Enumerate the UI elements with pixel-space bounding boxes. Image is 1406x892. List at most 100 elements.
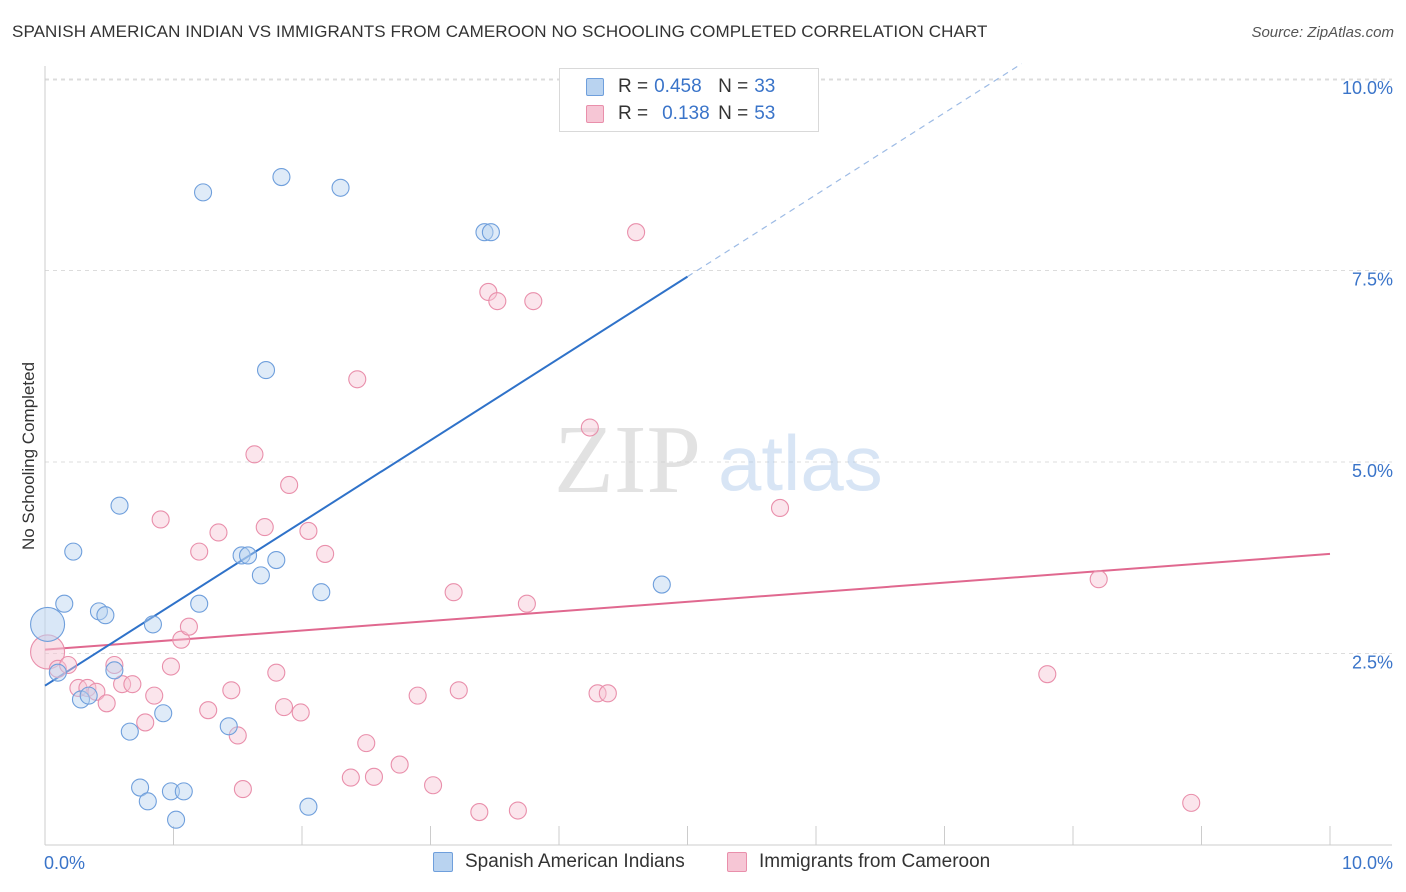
source-credit: Source: ZipAtlas.com: [1251, 24, 1394, 41]
points-layer: [30, 167, 1201, 829]
data-point-immigrants-from-cameroon: [245, 445, 264, 464]
watermark: ZIP atlas: [554, 406, 883, 514]
legend-n-value: 53: [754, 103, 776, 124]
data-point-immigrants-from-cameroon: [470, 803, 489, 822]
data-point-immigrants-from-cameroon: [488, 292, 507, 311]
data-point-spanish-american-indians: [174, 782, 193, 801]
data-point-immigrants-from-cameroon: [78, 678, 97, 698]
legend-r-label: R =: [618, 76, 649, 97]
data-point-immigrants-from-cameroon: [508, 801, 527, 820]
data-point-immigrants-from-cameroon: [524, 292, 543, 311]
grid-layer: [45, 78, 1392, 654]
legend-r-label: R =: [618, 103, 649, 124]
data-point-immigrants-from-cameroon: [580, 418, 599, 437]
data-point-immigrants-from-cameroon: [408, 686, 427, 705]
data-point-spanish-american-indians: [131, 778, 150, 797]
data-point-immigrants-from-cameroon: [179, 617, 198, 636]
data-point-immigrants-from-cameroon: [291, 703, 310, 722]
trend-line-spanish-american-indians: [44, 275, 689, 687]
legend-row-immigrants-from-cameroon: R = 0.138 N = 53: [586, 102, 775, 126]
data-point-spanish-american-indians: [256, 361, 276, 380]
data-point-immigrants-from-cameroon: [390, 755, 409, 774]
y-tick-label: 7.5%: [1352, 270, 1393, 290]
data-point-immigrants-from-cameroon: [233, 780, 252, 799]
x-tick-label: 0.0%: [44, 853, 85, 873]
data-point-immigrants-from-cameroon: [209, 523, 228, 542]
data-point-spanish-american-indians: [48, 663, 67, 682]
legend-n-label: N =: [718, 76, 749, 97]
series-legend-item-immigrants-from-cameroon[interactable]: Immigrants from Cameroon: [727, 851, 990, 873]
data-point-immigrants-from-cameroon: [136, 713, 155, 732]
data-point-immigrants-from-cameroon: [113, 675, 132, 694]
data-point-spanish-american-indians: [79, 686, 98, 705]
data-point-immigrants-from-cameroon: [1182, 793, 1201, 812]
data-point-spanish-american-indians: [272, 167, 291, 187]
data-point-spanish-american-indians: [138, 792, 157, 811]
data-point-spanish-american-indians: [64, 542, 83, 561]
series-legend-label: Spanish American Indians: [465, 851, 685, 872]
legend-n-value: 33: [754, 76, 776, 97]
legend-swatch-pink: [586, 105, 604, 123]
data-point-immigrants-from-cameroon: [145, 686, 164, 705]
axis-layer: 2.5% 5.0% 7.5% 10.0% 0.0% 10.0%: [44, 66, 1393, 873]
data-point-immigrants-from-cameroon: [588, 684, 607, 703]
data-point-spanish-american-indians: [55, 594, 74, 613]
data-point-immigrants-from-cameroon: [105, 655, 124, 675]
data-point-immigrants-from-cameroon: [348, 370, 367, 389]
data-point-immigrants-from-cameroon: [424, 776, 443, 795]
data-point-spanish-american-indians: [267, 550, 286, 570]
data-point-immigrants-from-cameroon: [627, 223, 646, 242]
data-point-immigrants-from-cameroon: [151, 510, 170, 529]
y-tick-label: 2.5%: [1352, 653, 1393, 673]
legend-row-spanish-american-indians: R = 0.458 N = 33: [586, 75, 775, 99]
data-point-spanish-american-indians: [312, 583, 331, 602]
series-swatch-pink: [727, 852, 747, 872]
y-axis-label: No Schooling Completed: [19, 362, 38, 550]
data-point-immigrants-from-cameroon: [255, 518, 274, 537]
legend-swatch-blue: [586, 78, 604, 96]
x-tick-label: 10.0%: [1342, 853, 1393, 873]
data-point-spanish-american-indians: [120, 722, 139, 741]
data-point-immigrants-from-cameroon: [123, 675, 142, 694]
data-point-spanish-american-indians: [219, 717, 238, 736]
data-point-spanish-american-indians: [96, 606, 115, 625]
correlation-legend: R = 0.458 N = 33 R = 0.138 N = 53: [559, 68, 819, 132]
legend-n-label: N =: [718, 103, 749, 124]
data-point-immigrants-from-cameroon: [267, 663, 286, 682]
data-point-immigrants-from-cameroon: [517, 594, 536, 613]
data-point-immigrants-from-cameroon: [364, 767, 384, 786]
trend-extension-spanish-american-indians: [687, 63, 1022, 278]
data-point-spanish-american-indians: [161, 782, 180, 801]
data-point-immigrants-from-cameroon: [299, 521, 318, 540]
data-point-immigrants-from-cameroon: [280, 475, 299, 495]
data-point-spanish-american-indians: [194, 183, 213, 202]
data-point-immigrants-from-cameroon: [222, 681, 241, 700]
data-point-spanish-american-indians: [299, 797, 318, 816]
data-point-immigrants-from-cameroon: [1038, 665, 1057, 684]
data-point-spanish-american-indians: [154, 704, 173, 723]
legend-r-value: 0.458: [654, 76, 702, 97]
data-point-immigrants-from-cameroon: [341, 768, 360, 787]
data-point-spanish-american-indians: [238, 546, 258, 565]
data-point-immigrants-from-cameroon: [48, 659, 67, 678]
data-point-immigrants-from-cameroon: [770, 498, 790, 518]
data-point-spanish-american-indians: [105, 661, 124, 680]
data-point-immigrants-from-cameroon: [444, 583, 463, 602]
data-point-spanish-american-indians: [190, 594, 209, 613]
data-point-spanish-american-indians: [481, 223, 500, 242]
watermark-zip: ZIP: [554, 406, 701, 514]
data-point-spanish-american-indians: [232, 546, 251, 565]
trend-layer: [44, 63, 1331, 687]
series-legend-item-spanish-american-indians[interactable]: Spanish American Indians: [433, 851, 685, 873]
legend-r-value: 0.138: [662, 103, 710, 124]
data-point-immigrants-from-cameroon: [274, 698, 294, 717]
data-point-spanish-american-indians: [475, 223, 494, 242]
data-point-immigrants-from-cameroon: [316, 544, 335, 563]
y-tick-label: 10.0%: [1342, 78, 1393, 98]
series-legend: Spanish American Indians Immigrants from…: [0, 851, 1406, 877]
data-point-spanish-american-indians: [110, 496, 129, 515]
data-point-immigrants-from-cameroon: [1089, 570, 1108, 589]
data-point-immigrants-from-cameroon: [97, 694, 116, 713]
data-point-spanish-american-indians: [251, 566, 270, 585]
